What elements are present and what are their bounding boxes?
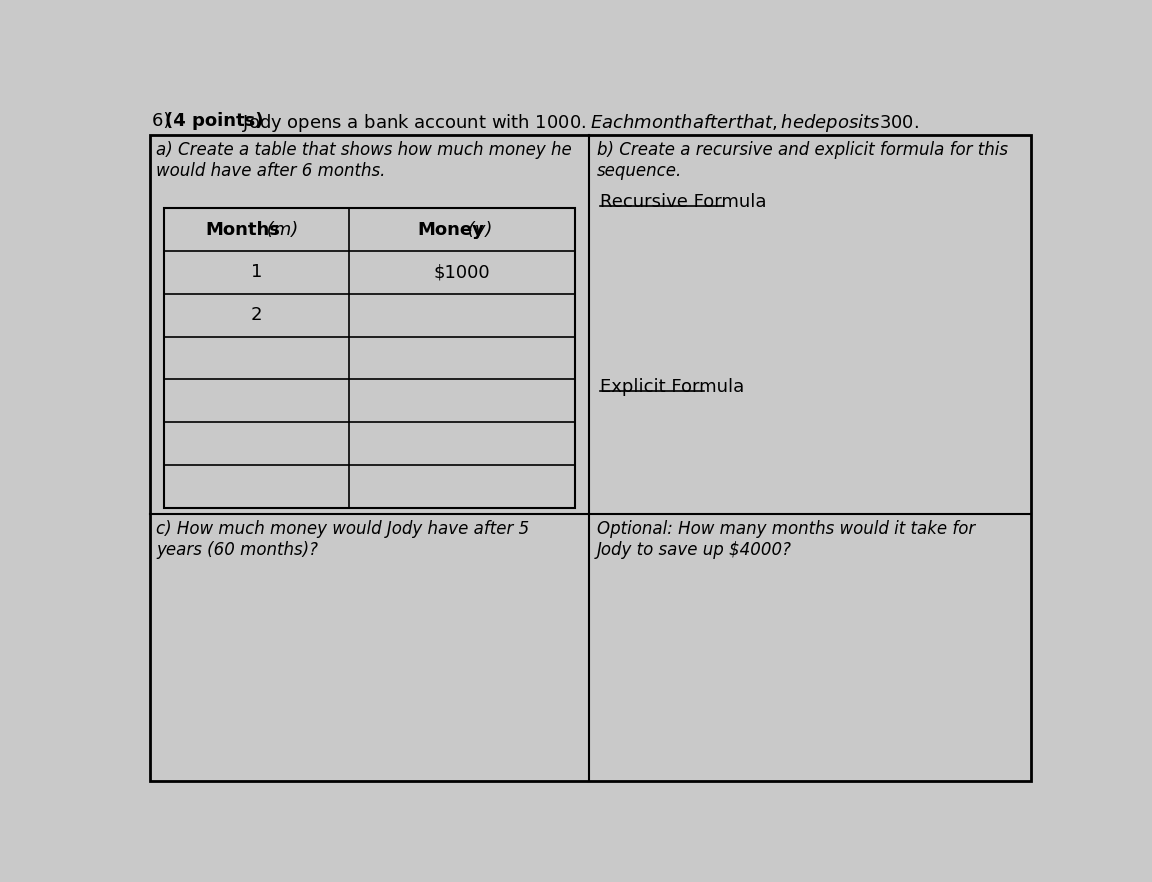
Text: Jody opens a bank account with $1000. Each month after that, he deposits $300.: Jody opens a bank account with $1000. Ea… <box>237 112 919 134</box>
Bar <box>164 208 575 508</box>
Text: Money: Money <box>417 220 484 239</box>
Text: Explicit Formula: Explicit Formula <box>600 377 744 396</box>
Text: b) Create a recursive and explicit formula for this
sequence.: b) Create a recursive and explicit formu… <box>597 141 1008 180</box>
Text: Months: Months <box>205 220 280 239</box>
Text: (m): (m) <box>262 220 298 239</box>
Text: Recursive Formula: Recursive Formula <box>600 193 767 211</box>
Text: 6): 6) <box>152 112 176 130</box>
Text: $1000: $1000 <box>433 264 491 281</box>
Text: a) Create a table that shows how much money he
would have after 6 months.: a) Create a table that shows how much mo… <box>157 141 573 180</box>
Text: (y): (y) <box>462 220 493 239</box>
Text: 1: 1 <box>251 264 263 281</box>
Text: c) How much money would Jody have after 5
years (60 months)?: c) How much money would Jody have after … <box>157 520 530 559</box>
Text: (4 points): (4 points) <box>165 112 264 130</box>
Text: 2: 2 <box>251 306 263 325</box>
Text: Optional: How many months would it take for
Jody to save up $4000?: Optional: How many months would it take … <box>597 520 975 559</box>
